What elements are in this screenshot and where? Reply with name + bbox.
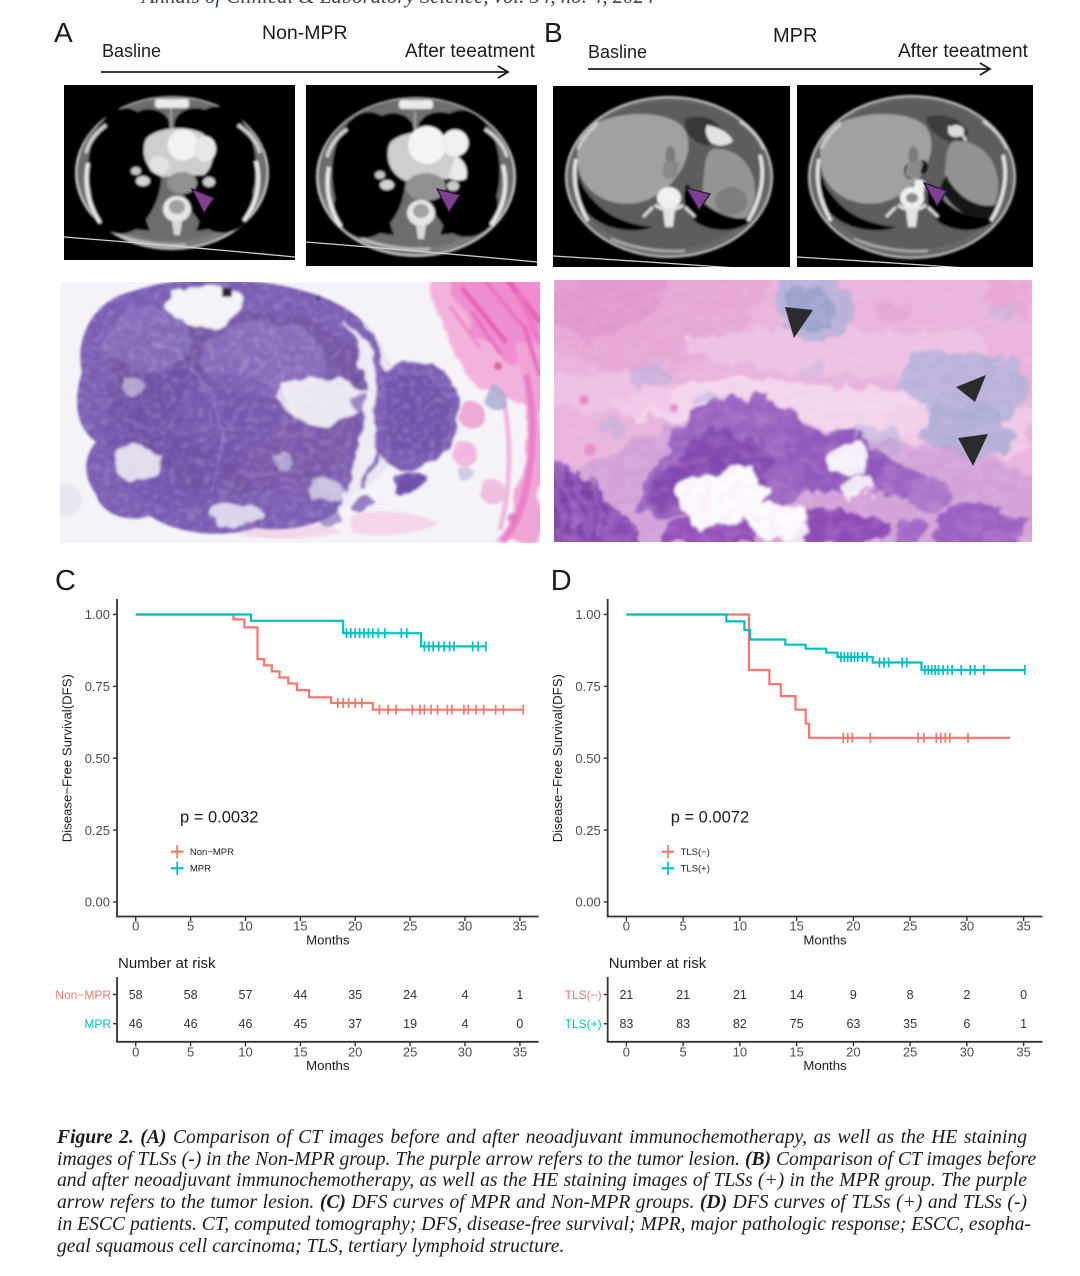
svg-text:15: 15 bbox=[293, 1044, 307, 1059]
svg-text:58: 58 bbox=[129, 988, 143, 1002]
svg-text:37: 37 bbox=[348, 1017, 362, 1031]
svg-text:25: 25 bbox=[403, 1044, 417, 1059]
svg-text:0: 0 bbox=[1020, 988, 1027, 1002]
svg-text:10: 10 bbox=[238, 1044, 252, 1059]
svg-text:35: 35 bbox=[1016, 1044, 1030, 1059]
svg-text:57: 57 bbox=[239, 988, 253, 1002]
svg-text:15: 15 bbox=[789, 1044, 803, 1059]
svg-text:83: 83 bbox=[619, 1017, 633, 1031]
svg-text:0.75: 0.75 bbox=[575, 679, 600, 694]
svg-text:0.00: 0.00 bbox=[85, 895, 110, 910]
svg-text:46: 46 bbox=[129, 1017, 143, 1031]
svg-text:4: 4 bbox=[462, 988, 469, 1002]
svg-text:Number at risk: Number at risk bbox=[609, 955, 707, 972]
svg-text:35: 35 bbox=[348, 988, 362, 1002]
svg-text:p = 0.0072: p = 0.0072 bbox=[671, 809, 749, 827]
svg-text:25: 25 bbox=[903, 918, 917, 933]
svg-text:30: 30 bbox=[458, 1044, 472, 1059]
svg-text:1.00: 1.00 bbox=[575, 607, 600, 622]
svg-text:0: 0 bbox=[623, 1044, 630, 1059]
svg-text:20: 20 bbox=[348, 918, 362, 933]
svg-text:44: 44 bbox=[293, 988, 307, 1002]
svg-text:0: 0 bbox=[516, 1017, 523, 1031]
svg-text:0.25: 0.25 bbox=[575, 823, 600, 838]
svg-text:0.00: 0.00 bbox=[575, 895, 600, 910]
svg-text:5: 5 bbox=[679, 918, 686, 933]
svg-text:2: 2 bbox=[963, 988, 970, 1002]
svg-text:Disease−Free Survival(DFS): Disease−Free Survival(DFS) bbox=[550, 674, 565, 842]
svg-text:Months: Months bbox=[803, 932, 847, 947]
svg-text:20: 20 bbox=[846, 918, 860, 933]
svg-text:10: 10 bbox=[733, 1044, 747, 1059]
svg-text:Months: Months bbox=[803, 1058, 847, 1073]
svg-text:35: 35 bbox=[1016, 918, 1030, 933]
svg-text:45: 45 bbox=[293, 1017, 307, 1031]
svg-text:0.50: 0.50 bbox=[85, 751, 110, 766]
svg-text:35: 35 bbox=[903, 1017, 917, 1031]
svg-text:0.50: 0.50 bbox=[575, 751, 600, 766]
svg-text:30: 30 bbox=[960, 1044, 974, 1059]
svg-text:0: 0 bbox=[623, 918, 630, 933]
svg-text:10: 10 bbox=[733, 918, 747, 933]
svg-text:MPR: MPR bbox=[190, 864, 211, 875]
svg-text:83: 83 bbox=[676, 1017, 690, 1031]
svg-text:46: 46 bbox=[184, 1017, 198, 1031]
svg-text:0.25: 0.25 bbox=[85, 823, 110, 838]
svg-text:Months: Months bbox=[306, 1058, 350, 1073]
svg-text:30: 30 bbox=[960, 918, 974, 933]
svg-text:TLS(−): TLS(−) bbox=[565, 988, 602, 1002]
svg-text:58: 58 bbox=[184, 988, 198, 1002]
svg-text:Number at risk: Number at risk bbox=[118, 955, 216, 972]
svg-text:35: 35 bbox=[513, 918, 527, 933]
svg-text:Non−MPR: Non−MPR bbox=[190, 847, 234, 858]
svg-text:1: 1 bbox=[1020, 1017, 1027, 1031]
svg-text:Months: Months bbox=[306, 932, 350, 947]
svg-text:9: 9 bbox=[850, 988, 857, 1002]
svg-text:6: 6 bbox=[963, 1017, 970, 1031]
svg-text:21: 21 bbox=[733, 988, 747, 1002]
svg-text:4: 4 bbox=[462, 1017, 469, 1031]
svg-text:21: 21 bbox=[676, 988, 690, 1002]
svg-text:5: 5 bbox=[679, 1044, 686, 1059]
svg-text:25: 25 bbox=[403, 918, 417, 933]
svg-text:21: 21 bbox=[619, 988, 633, 1002]
svg-text:15: 15 bbox=[789, 918, 803, 933]
svg-text:1.00: 1.00 bbox=[85, 607, 110, 622]
svg-text:25: 25 bbox=[903, 1044, 917, 1059]
svg-text:Disease−Free Survival(DFS): Disease−Free Survival(DFS) bbox=[60, 674, 75, 842]
svg-text:0: 0 bbox=[132, 918, 139, 933]
svg-text:8: 8 bbox=[907, 988, 914, 1002]
svg-text:19: 19 bbox=[403, 1017, 417, 1031]
svg-text:0.75: 0.75 bbox=[85, 679, 110, 694]
svg-text:14: 14 bbox=[790, 988, 804, 1002]
svg-text:20: 20 bbox=[348, 1044, 362, 1059]
svg-text:TLS(+): TLS(+) bbox=[681, 864, 710, 875]
svg-text:TLS(−): TLS(−) bbox=[681, 847, 710, 858]
svg-text:63: 63 bbox=[846, 1017, 860, 1031]
svg-text:MPR: MPR bbox=[84, 1017, 111, 1031]
svg-text:75: 75 bbox=[790, 1017, 804, 1031]
svg-text:D: D bbox=[551, 565, 572, 597]
svg-text:TLS(+): TLS(+) bbox=[565, 1017, 602, 1031]
svg-text:24: 24 bbox=[403, 988, 417, 1002]
svg-text:46: 46 bbox=[239, 1017, 253, 1031]
svg-text:5: 5 bbox=[187, 1044, 194, 1059]
svg-text:1: 1 bbox=[516, 988, 523, 1002]
svg-text:p = 0.0032: p = 0.0032 bbox=[180, 809, 258, 827]
svg-text:0: 0 bbox=[132, 1044, 139, 1059]
svg-text:30: 30 bbox=[458, 918, 472, 933]
svg-text:C: C bbox=[55, 565, 76, 597]
svg-text:20: 20 bbox=[846, 1044, 860, 1059]
svg-text:15: 15 bbox=[293, 918, 307, 933]
svg-text:35: 35 bbox=[513, 1044, 527, 1059]
svg-text:10: 10 bbox=[238, 918, 252, 933]
svg-text:Non−MPR: Non−MPR bbox=[55, 988, 111, 1002]
svg-text:82: 82 bbox=[733, 1017, 747, 1031]
svg-text:5: 5 bbox=[187, 918, 194, 933]
